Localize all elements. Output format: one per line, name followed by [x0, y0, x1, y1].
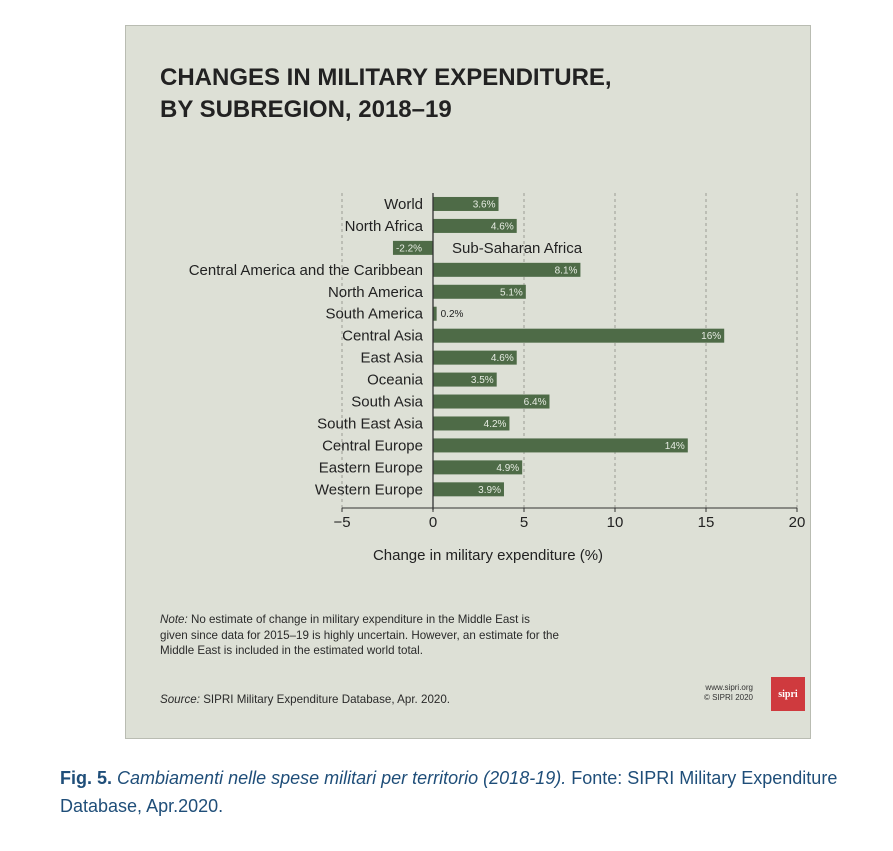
bar	[433, 284, 526, 299]
bars: 3.6% World 4.6% North Africa -2.2% Sub-Sahara…	[189, 196, 725, 498]
category-label: East Asia	[360, 350, 423, 367]
x-tick-label: 15	[698, 514, 715, 531]
category-label: Oceania	[367, 372, 424, 389]
bar	[392, 240, 433, 255]
figure-caption: Fig. 5. Cambiamenti nelle spese militari…	[60, 764, 860, 820]
caption-title: Cambiamenti nelle spese militari per ter…	[117, 768, 567, 788]
bar	[433, 438, 688, 453]
x-tick-label: −5	[333, 514, 350, 531]
x-tick-label: 10	[607, 514, 624, 531]
grid-lines	[341, 193, 798, 508]
bar	[433, 218, 517, 233]
bar	[433, 262, 581, 277]
source-text: SIPRI Military Expenditure Database, Apr…	[199, 693, 451, 706]
x-tick-label: 5	[520, 514, 528, 531]
data-label: 3.5%	[471, 375, 494, 386]
category-label: World	[384, 196, 423, 213]
data-label: 4.9%	[496, 463, 519, 474]
data-label: 5.1%	[500, 287, 523, 298]
source-label: Source:	[160, 693, 200, 706]
sipri-copyright: © SIPRI 2020	[703, 693, 753, 702]
data-label: 8.1%	[555, 265, 578, 276]
caption-source: Fonte: SIPRI Military Expenditure Databa…	[60, 768, 838, 816]
sipri-credit: www.sipri.org © SIPRI 2020	[663, 683, 753, 703]
sipri-logo: sipri	[771, 677, 805, 711]
data-label: 4.2%	[484, 419, 507, 430]
x-tick-label: 0	[429, 514, 437, 531]
category-label: Central Asia	[342, 328, 424, 345]
data-label: 4.6%	[491, 221, 514, 232]
category-label: Western Europe	[315, 481, 423, 498]
category-label: Central Europe	[322, 437, 423, 454]
category-label: South Asia	[351, 394, 423, 411]
data-label: 16%	[701, 331, 721, 342]
category-label: North Africa	[345, 218, 424, 235]
bar	[433, 350, 517, 365]
x-axis-label: Change in military expenditure (%)	[373, 547, 603, 564]
category-label: South East Asia	[317, 415, 424, 432]
bar	[433, 328, 725, 343]
chart-title: CHANGES IN MILITARY EXPENDITURE, BY SUBR…	[160, 64, 612, 123]
bar	[433, 372, 497, 387]
x-axis: −5 0 5 10 15 20	[333, 193, 805, 531]
note-text: No estimate of change in military expend…	[160, 613, 559, 657]
bar	[433, 306, 437, 321]
data-label: 14%	[665, 441, 685, 452]
data-label: 6.4%	[524, 397, 547, 408]
data-label: -2.2%	[396, 243, 422, 254]
chart-source: Source: SIPRI Military Expenditure Datab…	[160, 693, 450, 706]
chart-note: Note: No estimate of change in military …	[160, 612, 560, 659]
sipri-url-text: www.sipri.org	[705, 683, 753, 692]
data-label: 3.9%	[478, 485, 501, 496]
bar	[433, 416, 510, 431]
category-label: Eastern Europe	[319, 459, 423, 476]
data-label: 3.6%	[473, 199, 496, 210]
category-label: Central America and the Caribbean	[189, 262, 423, 279]
bar	[433, 460, 523, 475]
x-tick-label: 20	[789, 514, 806, 531]
caption-fig-label: Fig. 5.	[60, 768, 113, 788]
bar	[433, 196, 499, 211]
bar	[433, 482, 504, 497]
data-label: 4.6%	[491, 353, 514, 364]
category-label: South America	[325, 306, 423, 323]
data-label: 0.2%	[441, 309, 464, 320]
note-label: Note:	[160, 613, 188, 626]
bar	[433, 394, 550, 409]
category-label: Sub-Saharan Africa	[452, 240, 583, 257]
category-label: North America	[328, 284, 424, 301]
